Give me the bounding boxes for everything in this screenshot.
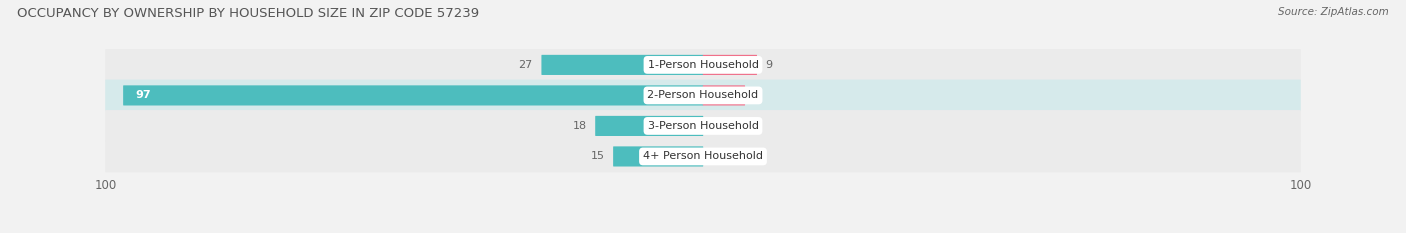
- FancyBboxPatch shape: [105, 140, 1301, 172]
- Text: 0: 0: [711, 151, 718, 161]
- Text: 0: 0: [711, 121, 718, 131]
- Text: 15: 15: [591, 151, 605, 161]
- FancyBboxPatch shape: [703, 85, 745, 106]
- FancyBboxPatch shape: [105, 110, 1301, 142]
- FancyBboxPatch shape: [124, 85, 703, 106]
- Text: 18: 18: [572, 121, 586, 131]
- Text: Source: ZipAtlas.com: Source: ZipAtlas.com: [1278, 7, 1389, 17]
- Text: 9: 9: [766, 60, 773, 70]
- Text: 27: 27: [519, 60, 533, 70]
- Text: 3-Person Household: 3-Person Household: [648, 121, 758, 131]
- Text: OCCUPANCY BY OWNERSHIP BY HOUSEHOLD SIZE IN ZIP CODE 57239: OCCUPANCY BY OWNERSHIP BY HOUSEHOLD SIZE…: [17, 7, 479, 20]
- FancyBboxPatch shape: [105, 49, 1301, 81]
- Text: 1-Person Household: 1-Person Household: [648, 60, 758, 70]
- Text: 7: 7: [754, 90, 761, 100]
- FancyBboxPatch shape: [703, 55, 756, 75]
- Text: 2-Person Household: 2-Person Household: [647, 90, 759, 100]
- FancyBboxPatch shape: [595, 116, 703, 136]
- Text: 4+ Person Household: 4+ Person Household: [643, 151, 763, 161]
- FancyBboxPatch shape: [613, 146, 703, 167]
- Text: 97: 97: [135, 90, 150, 100]
- FancyBboxPatch shape: [541, 55, 703, 75]
- FancyBboxPatch shape: [105, 79, 1301, 111]
